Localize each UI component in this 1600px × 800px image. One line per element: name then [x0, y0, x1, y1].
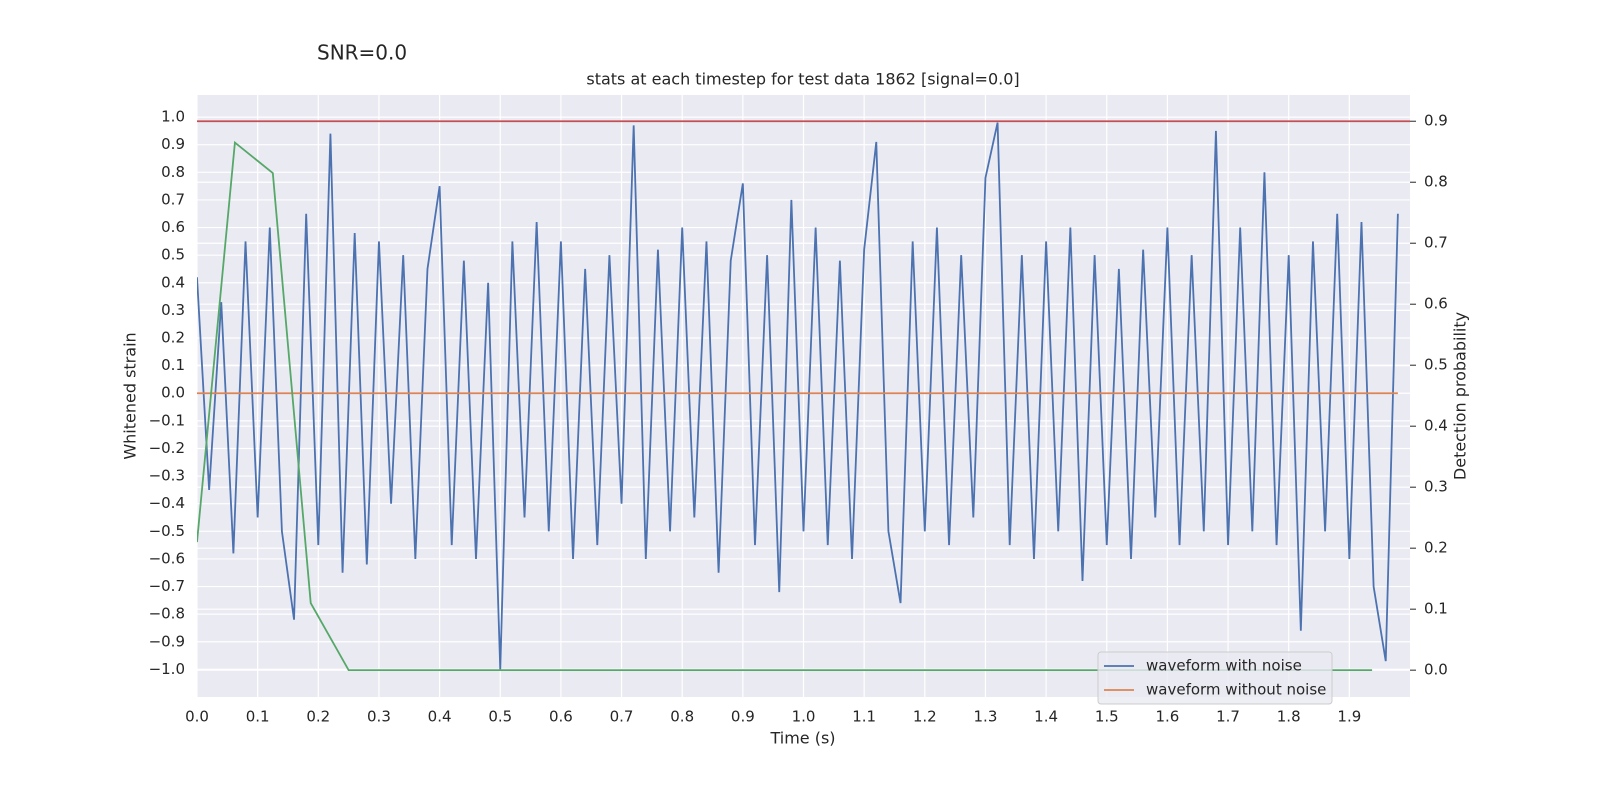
x-tick-label: 1.3	[974, 708, 998, 726]
x-tick-label: 1.5	[1095, 708, 1119, 726]
y-tick-label: −0.8	[149, 605, 185, 623]
x-tick-label: 0.7	[610, 708, 634, 726]
x-tick-label: 0.9	[731, 708, 755, 726]
y-tick-label: −0.3	[149, 467, 185, 485]
y-tick-label: 0.2	[161, 329, 185, 347]
y2-tick-label: 0.4	[1424, 417, 1448, 435]
x-tick-label: 1.9	[1337, 708, 1361, 726]
x-tick-label: 1.6	[1155, 708, 1179, 726]
y2-axis-label: Detection probability	[1451, 312, 1470, 480]
x-tick-label: 0.0	[185, 708, 209, 726]
y-tick-label: −0.9	[149, 632, 185, 650]
y-tick-label: 0.3	[161, 301, 185, 319]
x-tick-label: 1.4	[1034, 708, 1058, 726]
y-tick-label: −0.1	[149, 411, 185, 429]
x-tick-label: 0.3	[367, 708, 391, 726]
y-tick-label: 1.0	[161, 108, 185, 126]
y-tick-label: 0.1	[161, 356, 185, 374]
y-tick-label: −0.7	[149, 577, 185, 595]
x-tick-label: 1.0	[792, 708, 816, 726]
x-axis-label: Time (s)	[769, 729, 835, 748]
y2-tick-label: 0.6	[1424, 295, 1448, 313]
y-tick-label: 0.0	[161, 384, 185, 402]
y-axis-label: Whitened strain	[121, 332, 140, 459]
y2-tick-label: 0.0	[1424, 661, 1448, 679]
x-tick-label: 1.7	[1216, 708, 1240, 726]
legend-label: waveform with noise	[1146, 657, 1302, 675]
x-tick-label: 0.2	[306, 708, 330, 726]
x-tick-label: 1.1	[852, 708, 876, 726]
y2-tick-label: 0.9	[1424, 112, 1448, 130]
y-tick-label: −1.0	[149, 660, 185, 678]
suptitle: SNR=0.0	[317, 41, 407, 65]
y2-tick-label: 0.1	[1424, 600, 1448, 618]
y-tick-label: 0.7	[161, 190, 185, 208]
x-tick-label: 0.8	[670, 708, 694, 726]
chart-title: stats at each timestep for test data 186…	[586, 70, 1019, 89]
legend-label: waveform without noise	[1146, 681, 1326, 699]
x-tick-label: 1.2	[913, 708, 937, 726]
y-tick-label: 0.8	[161, 163, 185, 181]
y-tick-label: 0.6	[161, 218, 185, 236]
y2-tick-label: 0.2	[1424, 539, 1448, 557]
y-tick-label: 0.4	[161, 273, 185, 291]
y-tick-label: 0.9	[161, 135, 185, 153]
y2-tick-label: 0.7	[1424, 234, 1448, 252]
y-tick-label: 0.5	[161, 246, 185, 264]
y-tick-label: −0.5	[149, 522, 185, 540]
y-tick-label: −0.6	[149, 549, 185, 567]
x-tick-label: 0.5	[488, 708, 512, 726]
y2-tick-label: 0.3	[1424, 478, 1448, 496]
y2-tick-label: 0.5	[1424, 356, 1448, 374]
y2-tick-label: 0.8	[1424, 173, 1448, 191]
x-tick-label: 1.8	[1277, 708, 1301, 726]
x-tick-label: 0.6	[549, 708, 573, 726]
x-tick-label: 0.1	[246, 708, 270, 726]
y-tick-label: −0.2	[149, 439, 185, 457]
legend-box	[1097, 651, 1333, 705]
x-tick-label: 0.4	[428, 708, 452, 726]
y-tick-label: −0.4	[149, 494, 185, 512]
